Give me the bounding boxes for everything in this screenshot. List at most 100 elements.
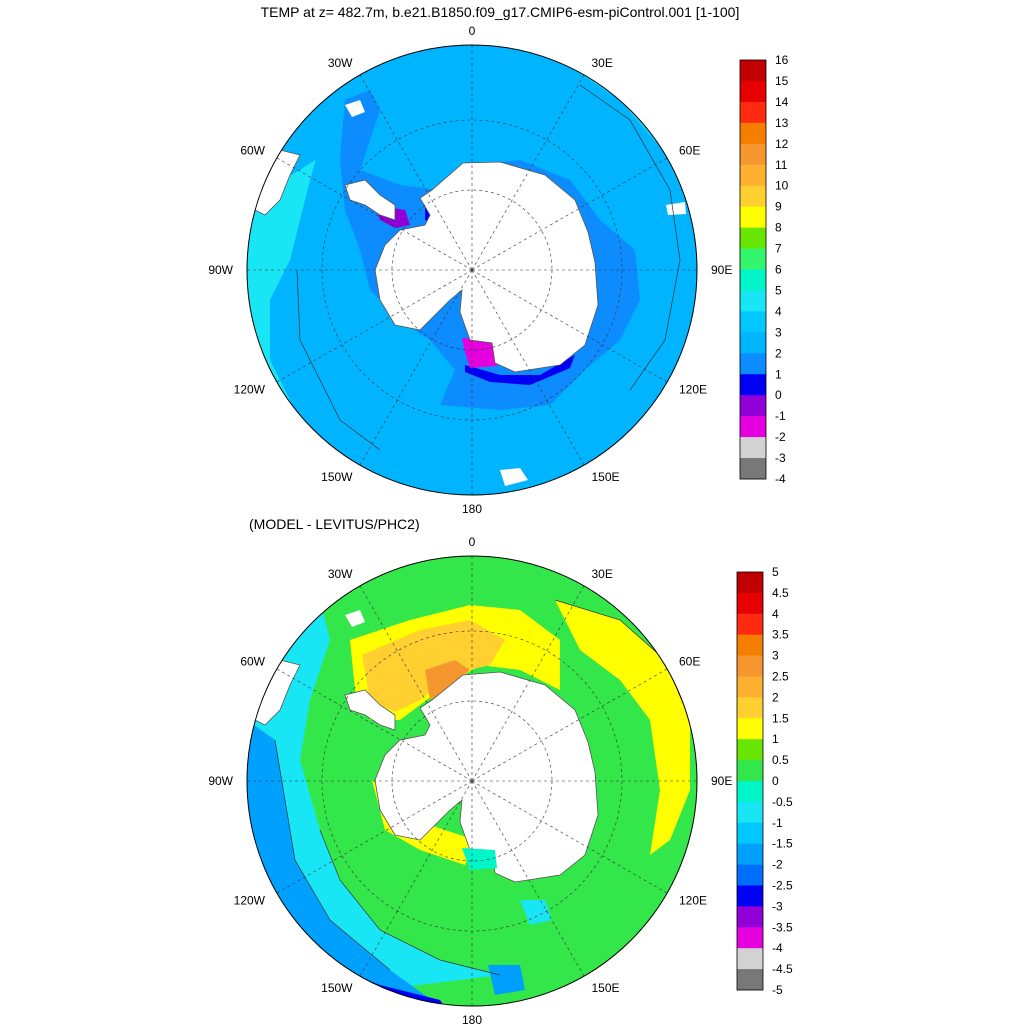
top-colorbar-border bbox=[739, 59, 767, 480]
bottom-colorbar-label: -2.5 bbox=[772, 879, 793, 893]
bottom-colorbar-swatch bbox=[737, 885, 763, 907]
bottom-colorbar-label: 3.5 bbox=[772, 628, 789, 642]
top-colorbar-swatch bbox=[740, 437, 766, 459]
bottom-colorbar-label: -3.5 bbox=[772, 920, 793, 934]
bottom-lon-label: 180 bbox=[462, 1013, 482, 1024]
top-colorbar-label: 5 bbox=[775, 283, 782, 297]
bottom-lon-label: 0 bbox=[469, 535, 476, 549]
bottom-lon-label: 120W bbox=[234, 894, 266, 908]
top-cold-sliver-1 bbox=[465, 355, 575, 385]
top-colorbar-swatch bbox=[740, 374, 766, 396]
bottom-colorbar-label: -0.5 bbox=[772, 795, 793, 809]
bottom-colorbar-label: -1 bbox=[772, 816, 783, 830]
top-colorbar-swatch bbox=[740, 60, 766, 82]
top-colorbar-label: 10 bbox=[775, 179, 789, 193]
bottom-colorbar-swatch bbox=[737, 718, 763, 740]
top-lon-label: 120W bbox=[234, 383, 266, 397]
top-nz-fragment-land bbox=[500, 468, 528, 486]
top-colorbar-label: 8 bbox=[775, 221, 782, 235]
top-colorbar-label: 2 bbox=[775, 346, 782, 360]
bottom-colorbar-label: -1.5 bbox=[772, 837, 793, 851]
bottom-colorbar-label: 3 bbox=[772, 649, 779, 663]
top-colorbar-label: 16 bbox=[775, 53, 789, 67]
top-colorbar-label: 13 bbox=[775, 116, 789, 130]
bottom-lon-label: 90E bbox=[711, 774, 732, 788]
bottom-colorbar-swatch bbox=[737, 697, 763, 719]
top-lon-label: 90E bbox=[711, 263, 732, 277]
bottom-colorbar-label: 1.5 bbox=[772, 711, 789, 725]
top-colorbar-label: 1 bbox=[775, 367, 782, 381]
bottom-lon-label: 120E bbox=[679, 894, 707, 908]
bottom-colorbar-swatch bbox=[737, 676, 763, 698]
top-colorbar-swatch bbox=[740, 164, 766, 186]
bottom-plot-title: (MODEL - LEVITUS/PHC2) bbox=[249, 516, 420, 532]
bottom-colorbar-swatch bbox=[737, 739, 763, 761]
top-colorbar-label: 3 bbox=[775, 325, 782, 339]
bottom-indian-warm-region bbox=[555, 600, 690, 855]
top-lon-label: 60W bbox=[240, 144, 265, 158]
top-lon-label: 180 bbox=[462, 502, 482, 516]
top-colorbar-swatch bbox=[740, 122, 766, 145]
bottom-contour-line bbox=[274, 739, 391, 971]
top-map-border bbox=[246, 44, 698, 496]
bottom-colorbar-label: 0.5 bbox=[772, 753, 789, 767]
bottom-lon-label: 30W bbox=[328, 567, 353, 581]
bottom-colorbar-swatch bbox=[737, 843, 763, 865]
bottom-colorbar-swatch bbox=[737, 822, 763, 844]
bottom-colorbar-swatch bbox=[737, 864, 763, 886]
top-colorbar-swatch bbox=[740, 185, 766, 207]
top-colorbar-label: 15 bbox=[775, 74, 789, 88]
top-colorbar-label: -2 bbox=[775, 430, 786, 444]
bottom-south-georgia-land bbox=[345, 610, 365, 627]
top-colorbar-label: 7 bbox=[775, 242, 782, 256]
bottom-contour-line bbox=[319, 829, 501, 976]
bottom-colorbar-swatch bbox=[737, 572, 763, 594]
top-colorbar-swatch bbox=[740, 269, 766, 291]
top-colorbar-label: 14 bbox=[775, 95, 789, 109]
bottom-colorbar-label: -4 bbox=[772, 941, 783, 955]
top-graticule bbox=[247, 45, 697, 495]
top-colorbar-swatch bbox=[740, 458, 766, 480]
top-colorbar-swatch bbox=[740, 143, 766, 166]
top-colorbar-swatch bbox=[740, 248, 766, 270]
top-kerguelen-land bbox=[666, 202, 686, 215]
top-lon-label: 90W bbox=[208, 263, 233, 277]
top-colorbar-label: 11 bbox=[775, 158, 788, 172]
bottom-ross-shelf-patch bbox=[462, 848, 497, 870]
bottom-colorbar: 5 4.5 4 3.5 3 2.5 2 1.5 1 0.5 0 -0.5 -1 -1.5 -2 -2.5 -3 -… bbox=[736, 565, 793, 997]
top-colorbar-label: 12 bbox=[775, 137, 789, 151]
bottom-colorbar-label: 0 bbox=[772, 774, 779, 788]
bottom-lon-label: 90W bbox=[208, 774, 233, 788]
bottom-colorbar-swatch bbox=[737, 613, 763, 635]
bottom-colorbar-label: 1 bbox=[772, 732, 779, 746]
top-colorbar-swatch bbox=[740, 101, 766, 124]
top-colorbar-swatch bbox=[740, 332, 766, 354]
bottom-colorbar-border bbox=[736, 571, 764, 991]
bottom-lon-label: 60W bbox=[240, 655, 265, 669]
top-colorbar-swatch bbox=[740, 206, 766, 228]
bottom-colorbar-swatch bbox=[737, 801, 763, 824]
bottom-colorbar-swatch bbox=[737, 592, 763, 615]
top-lon-label: 30W bbox=[328, 56, 353, 70]
top-south-georgia-land bbox=[345, 100, 365, 117]
bottom-graticule bbox=[247, 556, 697, 1006]
bottom-colorbar-swatch bbox=[737, 655, 763, 677]
top-colorbar-swatch bbox=[740, 80, 766, 103]
bottom-colorbar-label: 2 bbox=[772, 690, 779, 704]
top-colorbar-swatch bbox=[740, 311, 766, 333]
bottom-colorbar-swatch bbox=[737, 781, 763, 803]
bottom-colorbar-swatch bbox=[737, 969, 763, 991]
bottom-colorbar-swatch bbox=[737, 760, 763, 782]
bottom-peninsula-land bbox=[344, 689, 396, 731]
bottom-weddell-core-warm bbox=[425, 660, 470, 700]
bottom-lon-label: 30E bbox=[592, 567, 613, 581]
bottom-cold-patch-nz bbox=[488, 965, 525, 995]
bottom-colorbar-swatch bbox=[737, 948, 763, 970]
top-plot-title: TEMP at z= 482.7m, b.e21.B1850.f09_g17.C… bbox=[260, 4, 740, 20]
bottom-map-border bbox=[246, 555, 698, 1007]
top-lon-label: 60E bbox=[679, 144, 700, 158]
bottom-colorbar-label: 4.5 bbox=[772, 586, 789, 600]
bottom-colorbar-label: -2 bbox=[772, 858, 783, 872]
top-lon-label: 150W bbox=[321, 470, 353, 484]
